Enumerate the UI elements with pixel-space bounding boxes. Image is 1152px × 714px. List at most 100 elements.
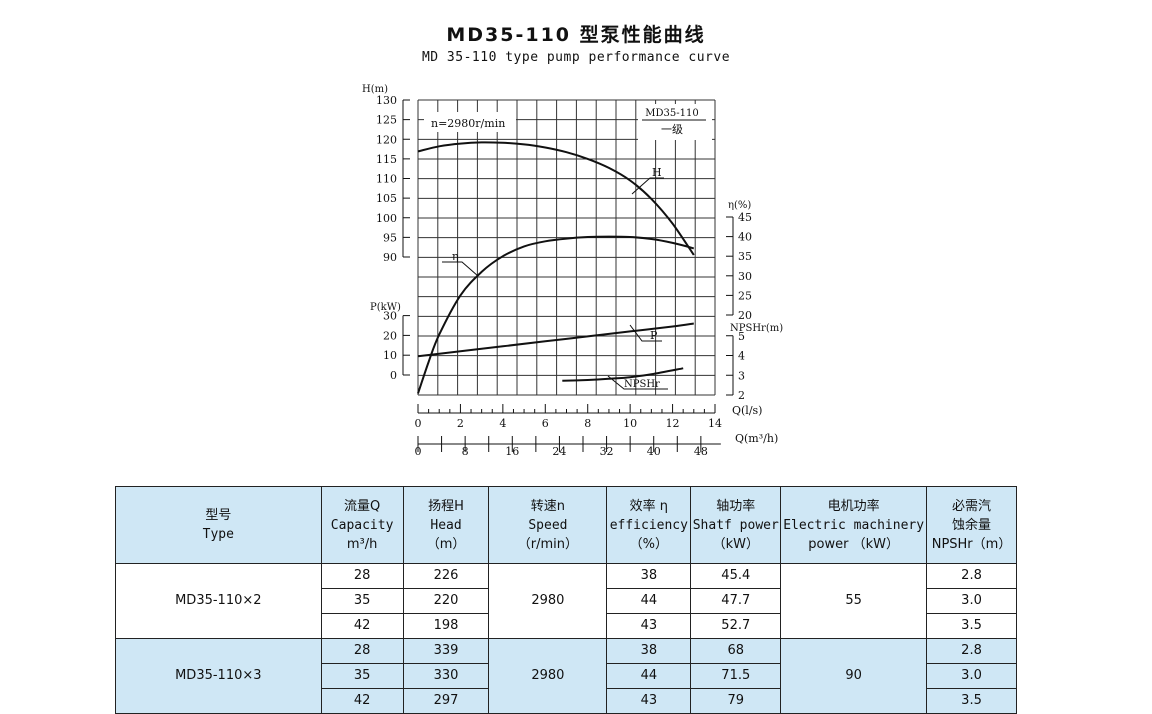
npsh-tick-label: 4 <box>738 350 745 363</box>
cell-head: 226 <box>402 563 490 589</box>
head-label-leader <box>631 177 664 195</box>
header-head: 扬程H Head （m） <box>402 486 490 564</box>
speed-annotation: n=2980r/min <box>431 117 505 130</box>
header-npshr: 必需汽 蚀余量 NPSHr（m） <box>926 486 1017 564</box>
cell-type: MD35-110×2 <box>115 563 322 639</box>
q-ls-tick-label: 0 <box>415 417 422 430</box>
q-m3h-tick-label: 16 <box>505 445 519 458</box>
cell-npshr: 3.0 <box>926 663 1017 689</box>
table-row: 35 330 44 71.5 3.0 <box>116 663 1017 689</box>
cell-capacity: 28 <box>320 563 404 589</box>
npsh-axis-label: NPSHr(m) <box>730 323 783 334</box>
header-speed: 转速n Speed （r/min） <box>488 486 608 564</box>
p-tick-label: 0 <box>390 369 397 382</box>
h-tick-label: 95 <box>383 231 397 244</box>
cell-capacity: 42 <box>320 613 404 639</box>
npshr-curve <box>562 367 684 382</box>
h-tick-label: 115 <box>376 153 397 166</box>
power-curve-label: P <box>650 329 658 342</box>
cell-efficiency: 38 <box>606 638 692 664</box>
chart-title: MD35-110 型泵性能曲线 <box>446 24 706 46</box>
q-m3h-tick-label: 8 <box>462 445 469 458</box>
q-ls-tick-label: 2 <box>457 417 464 430</box>
eff-tick-label: 30 <box>738 270 752 283</box>
power-label-leader <box>629 324 662 342</box>
cell-efficiency: 43 <box>606 613 692 639</box>
h-tick-label: 130 <box>376 94 397 107</box>
cell-npshr: 2.8 <box>926 563 1017 589</box>
eff-tick-label: 25 <box>738 289 752 302</box>
cell-capacity: 35 <box>320 588 404 614</box>
header-capacity: 流量Q Capacity m³/h <box>320 486 404 564</box>
h-tick-label: 90 <box>383 251 397 264</box>
table-row: 42 297 43 79 3.5 <box>116 688 1017 714</box>
q-m3h-axis-label: Q(m³/h) <box>735 432 778 445</box>
cell-efficiency: 44 <box>606 663 692 689</box>
q-ls-tick-label: 10 <box>623 417 637 430</box>
q-m3h-tick-label: 48 <box>694 445 708 458</box>
cell-efficiency: 38 <box>606 563 692 589</box>
p-axis-label: P(kW) <box>370 302 401 313</box>
cell-head: 339 <box>402 638 490 664</box>
q-ls-tick-label: 4 <box>499 417 506 430</box>
model-annotation: MD35-110 <box>645 108 698 119</box>
power-curve <box>417 322 694 358</box>
cell-head: 330 <box>402 663 490 689</box>
cell-efficiency: 43 <box>606 688 692 714</box>
cell-capacity: 28 <box>320 638 404 664</box>
cell-npshr: 3.0 <box>926 588 1017 614</box>
cell-capacity: 42 <box>320 688 404 714</box>
header-efficiency: 效率 η efficiency （%） <box>606 486 692 564</box>
model-stage-annotation: 一级 <box>661 123 683 136</box>
h-tick-label: 120 <box>376 133 397 146</box>
q-ls-tick-label: 8 <box>584 417 591 430</box>
table-row: MD35-110×2 28 226 2980 38 45.4 55 2.8 <box>115 563 1017 639</box>
performance-chart: n=2980r/minMD35-110一级1301251201151101051… <box>362 84 783 458</box>
cell-speed: 2980 <box>488 638 608 714</box>
p-tick-label: 10 <box>383 349 397 362</box>
eff-tick-label: 20 <box>738 309 752 322</box>
efficiency-curve-label: η <box>452 250 459 263</box>
h-tick-label: 100 <box>376 212 397 225</box>
npshr-curve-label: NPSHr <box>624 379 660 390</box>
q-ls-axis-label: Q(l/s) <box>732 404 762 417</box>
q-m3h-tick-label: 40 <box>647 445 661 458</box>
cell-npshr: 2.8 <box>926 638 1017 664</box>
cell-shaft-power: 68 <box>690 638 782 664</box>
header-type: 型号 Type <box>115 486 322 564</box>
speed-label-bg <box>424 112 516 132</box>
p-tick-label: 30 <box>383 310 397 323</box>
npsh-label-leader <box>607 375 668 390</box>
cell-shaft-power: 47.7 <box>690 588 782 614</box>
cell-shaft-power: 45.4 <box>690 563 782 589</box>
cell-npshr: 3.5 <box>926 613 1017 639</box>
npsh-tick-label: 2 <box>738 389 745 402</box>
header-shaft-power: 轴功率 Shatf power （kW） <box>690 486 782 564</box>
cell-shaft-power: 52.7 <box>690 613 782 639</box>
h-tick-label: 110 <box>376 173 397 186</box>
cell-head: 220 <box>402 588 490 614</box>
chart-subtitle: MD 35-110 type pump performance curve <box>421 50 731 65</box>
q-m3h-tick-label: 0 <box>415 445 422 458</box>
h-tick-label: 125 <box>376 114 397 127</box>
cell-head: 297 <box>402 688 490 714</box>
h-axis-label: H(m) <box>362 84 388 95</box>
cell-type: MD35-110×3 <box>115 638 322 714</box>
eff-tick-label: 40 <box>738 231 752 244</box>
eff-axis-label: η(%) <box>728 200 751 211</box>
npsh-tick-label: 5 <box>738 330 745 343</box>
h-tick-label: 105 <box>376 192 397 205</box>
eff-tick-label: 35 <box>738 250 752 263</box>
q-ls-tick-label: 14 <box>708 417 722 430</box>
table-row: 35 220 44 47.7 3.0 <box>116 588 1017 614</box>
eff-tick-label: 45 <box>738 211 752 224</box>
cell-speed: 2980 <box>488 563 608 639</box>
head-curve <box>417 141 695 256</box>
cell-shaft-power: 79 <box>690 688 782 714</box>
head-curve-label: H <box>652 166 662 179</box>
model-box-bg <box>638 104 712 140</box>
spec-table: 型号 Type 流量Q Capacity m³/h 扬程H Head （m） 转速n Spe… <box>115 486 1017 714</box>
q-ls-tick-label: 6 <box>542 417 549 430</box>
header-motor-power: 电机功率 Electric machinery power （kW） <box>780 486 928 564</box>
q-ls-tick-label: 12 <box>666 417 680 430</box>
